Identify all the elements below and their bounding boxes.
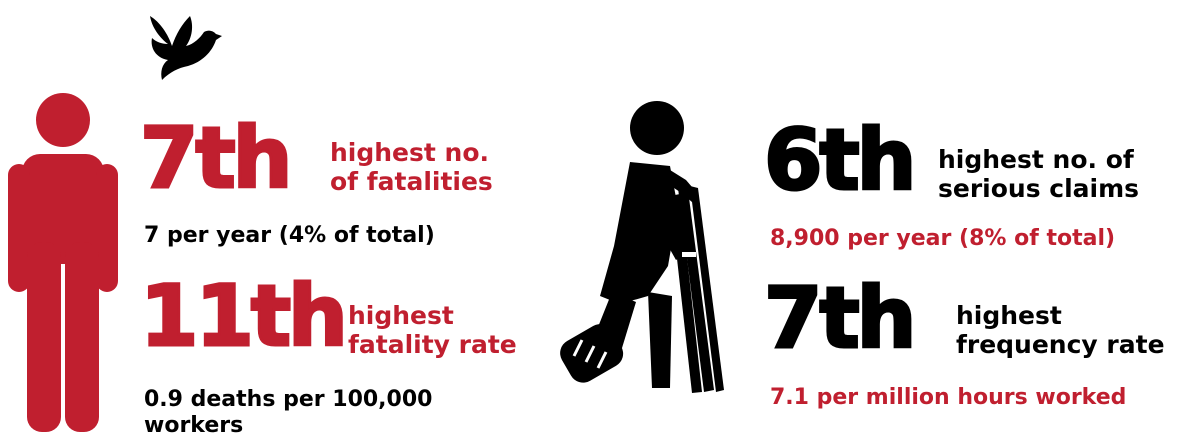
stat-detail-frequency-rate: 7.1 per million hours worked: [770, 385, 1127, 410]
stat-label-fatality-rate-line1: highest: [348, 301, 454, 330]
stat-label-fatality-rate-line2: fatality rate: [348, 330, 517, 359]
stat-label-fatalities-line2: of fatalities: [330, 167, 493, 196]
stat-label-frequency-rate-line2: frequency rate: [956, 330, 1165, 359]
injured-worker-icon: [560, 101, 724, 393]
stat-rank-fatalities: 7th: [138, 109, 293, 207]
stat-rank-fatality-rate: 11th: [139, 267, 350, 365]
stat-rank-frequency-rate: 7th: [762, 269, 917, 367]
stat-detail-serious-claims: 8,900 per year (8% of total): [770, 226, 1116, 251]
stat-label-serious-claims-line2: serious claims: [938, 174, 1140, 203]
dove-icon: [150, 16, 222, 80]
person-icon: [8, 93, 118, 432]
stat-detail-fatalities: 7 per year (4% of total): [144, 223, 435, 248]
stat-detail-fatality-rate-line1: 0.9 deaths per 100,000: [144, 387, 433, 412]
stat-label-serious-claims-line1: highest no. of: [938, 145, 1134, 174]
stat-label-fatalities-line1: highest no.: [330, 138, 490, 167]
stat-label-frequency-rate-line1: highest: [956, 301, 1062, 330]
stat-rank-serious-claims: 6th: [762, 111, 917, 209]
stat-detail-fatality-rate-line2: workers: [144, 413, 244, 438]
